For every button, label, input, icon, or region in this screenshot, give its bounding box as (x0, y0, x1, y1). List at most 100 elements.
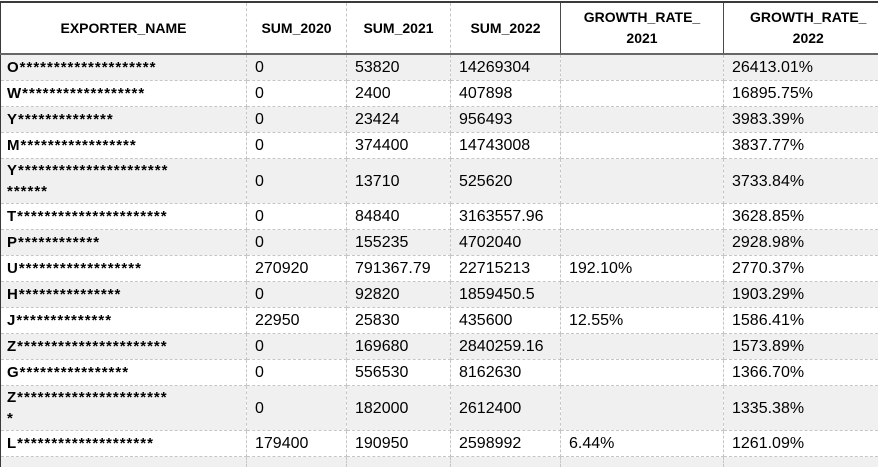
growth_rate_2021-cell[interactable] (561, 230, 724, 256)
sum_2022-cell[interactable]: 22715213 (451, 256, 561, 282)
exporter_name-cell[interactable]: Z********************** * (1, 386, 247, 431)
sum_2022-cell[interactable]: 1859450.5 (451, 282, 561, 308)
column-header-sum-2021[interactable]: SUM_2021 (347, 2, 451, 54)
growth_rate_2022-cell[interactable]: 3837.77% (724, 133, 878, 159)
sum_2022-cell[interactable]: 2598992 (451, 431, 561, 457)
exporter_name-cell[interactable]: H*************** (1, 282, 247, 308)
exporter_name-cell[interactable]: M***************** (1, 133, 247, 159)
growth_rate_2022-cell[interactable]: 16895.75% (724, 81, 878, 107)
sum_2020-cell[interactable]: 0 (247, 107, 347, 133)
exporter_name-cell[interactable]: P************ (1, 230, 247, 256)
sum_2021-cell[interactable]: 13710 (347, 159, 451, 204)
growth_rate_2021-cell[interactable] (561, 334, 724, 360)
growth_rate_2021-cell[interactable] (561, 386, 724, 431)
sum_2020-cell[interactable] (247, 457, 347, 467)
exporter_name-cell[interactable]: Y************** (1, 107, 247, 133)
sum_2022-cell[interactable]: 8162630 (451, 360, 561, 386)
exporter_name-cell[interactable]: J************** (1, 308, 247, 334)
column-header-sum-2020[interactable]: SUM_2020 (247, 2, 347, 54)
sum_2022-cell[interactable] (451, 457, 561, 467)
growth_rate_2022-cell[interactable]: 2928.98% (724, 230, 878, 256)
sum_2022-cell[interactable]: 2612400 (451, 386, 561, 431)
sum_2021-cell[interactable]: 791367.79 (347, 256, 451, 282)
sum_2020-cell[interactable]: 0 (247, 54, 347, 81)
growth_rate_2022-cell[interactable]: 1261.09% (724, 431, 878, 457)
sum_2021-cell[interactable]: 169680 (347, 334, 451, 360)
sum_2020-cell[interactable]: 0 (247, 133, 347, 159)
sum_2020-cell[interactable]: 0 (247, 230, 347, 256)
sum_2022-cell[interactable]: 435600 (451, 308, 561, 334)
sum_2022-cell[interactable]: 14269304 (451, 54, 561, 81)
growth_rate_2022-cell[interactable]: 1366.70% (724, 360, 878, 386)
sum_2021-cell[interactable] (347, 457, 451, 467)
sum_2021-cell[interactable]: 182000 (347, 386, 451, 431)
column-header-growth-rate-2021[interactable]: GROWTH_RATE_ 2021 (561, 2, 724, 54)
sum_2021-cell[interactable]: 84840 (347, 204, 451, 230)
growth_rate_2021-cell[interactable] (561, 107, 724, 133)
exporter_name-cell[interactable]: W****************** (1, 81, 247, 107)
table-row-partial (1, 457, 878, 467)
exporter_name-cell[interactable]: O******************** (1, 54, 247, 81)
sum_2020-cell[interactable]: 179400 (247, 431, 347, 457)
sum_2021-cell[interactable]: 556530 (347, 360, 451, 386)
growth_rate_2022-cell[interactable]: 3983.39% (724, 107, 878, 133)
sum_2020-cell[interactable]: 22950 (247, 308, 347, 334)
sum_2021-cell[interactable]: 92820 (347, 282, 451, 308)
growth_rate_2022-cell[interactable]: 1335.38% (724, 386, 878, 431)
growth_rate_2021-cell[interactable] (561, 204, 724, 230)
growth_rate_2022-cell[interactable]: 1903.29% (724, 282, 878, 308)
sum_2020-cell[interactable]: 0 (247, 282, 347, 308)
sum_2020-cell[interactable]: 0 (247, 159, 347, 204)
column-header-sum-2022[interactable]: SUM_2022 (451, 2, 561, 54)
sum_2020-cell[interactable]: 0 (247, 360, 347, 386)
sum_2021-cell[interactable]: 374400 (347, 133, 451, 159)
sum_2021-cell[interactable]: 25830 (347, 308, 451, 334)
sum_2021-cell[interactable]: 190950 (347, 431, 451, 457)
growth_rate_2022-cell[interactable]: 1573.89% (724, 334, 878, 360)
growth_rate_2022-cell[interactable]: 1586.41% (724, 308, 878, 334)
growth_rate_2021-cell[interactable]: 12.55% (561, 308, 724, 334)
sum_2020-cell[interactable]: 0 (247, 334, 347, 360)
growth_rate_2021-cell[interactable] (561, 159, 724, 204)
growth_rate_2022-cell[interactable]: 26413.01% (724, 54, 878, 81)
exporter_name-cell[interactable]: L******************** (1, 431, 247, 457)
sum_2022-cell[interactable]: 14743008 (451, 133, 561, 159)
growth_rate_2021-cell[interactable]: 192.10% (561, 256, 724, 282)
exporter_name-cell[interactable]: U****************** (1, 256, 247, 282)
column-header-growth-rate-2022[interactable]: GROWTH_RATE_ 2022 (724, 2, 878, 54)
sum_2020-cell[interactable]: 0 (247, 81, 347, 107)
sum_2020-cell[interactable]: 0 (247, 204, 347, 230)
sum_2022-cell[interactable]: 4702040 (451, 230, 561, 256)
growth_rate_2022-cell[interactable]: 3628.85% (724, 204, 878, 230)
sum_2022-cell[interactable]: 3163557.96 (451, 204, 561, 230)
growth_rate_2022-cell[interactable]: 3733.84% (724, 159, 878, 204)
growth_rate_2022-cell[interactable] (724, 457, 878, 467)
growth_rate_2021-cell[interactable] (561, 282, 724, 308)
column-header-exporter-name[interactable]: EXPORTER_NAME (1, 2, 247, 54)
sum_2022-cell[interactable]: 956493 (451, 107, 561, 133)
growth_rate_2021-cell[interactable] (561, 54, 724, 81)
exporter_name-cell[interactable] (1, 457, 247, 467)
sum_2020-cell[interactable]: 270920 (247, 256, 347, 282)
sum_2021-cell[interactable]: 155235 (347, 230, 451, 256)
sum_2021-cell[interactable]: 53820 (347, 54, 451, 81)
exporter_name-cell[interactable]: G**************** (1, 360, 247, 386)
sum_2021-cell[interactable]: 2400 (347, 81, 451, 107)
growth_rate_2021-cell[interactable] (561, 81, 724, 107)
exporter_name-cell[interactable]: T********************** (1, 204, 247, 230)
exporter_name-cell[interactable]: Y********************** ****** (1, 159, 247, 204)
sum_2022-cell[interactable]: 525620 (451, 159, 561, 204)
sum_2020-cell[interactable]: 0 (247, 386, 347, 431)
growth_rate_2022-cell[interactable]: 2770.37% (724, 256, 878, 282)
growth_rate_2021-cell[interactable] (561, 360, 724, 386)
growth_rate_2021-cell[interactable]: 6.44% (561, 431, 724, 457)
sum_2022-cell[interactable]: 2840259.16 (451, 334, 561, 360)
sum_2022-cell[interactable]: 407898 (451, 81, 561, 107)
growth_rate_2021-cell[interactable] (561, 133, 724, 159)
growth_rate_2021-cell[interactable] (561, 457, 724, 467)
sum_2021-cell[interactable]: 23424 (347, 107, 451, 133)
exporter_name-cell[interactable]: Z********************** (1, 334, 247, 360)
